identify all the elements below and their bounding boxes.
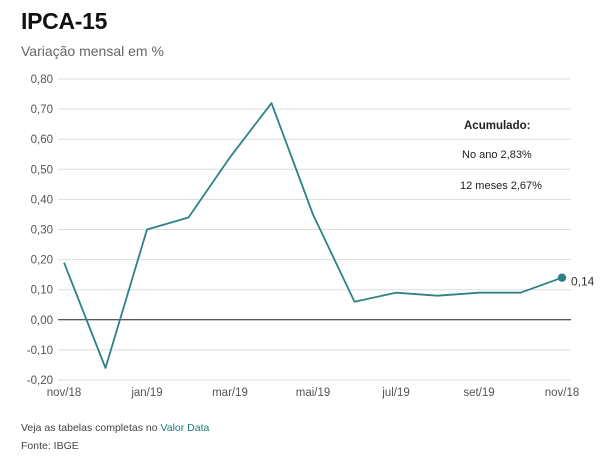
footer-note-text: Veja as tabelas completas no [21, 422, 161, 434]
y-axis-ticks: 0,80 0,70 0,60 0,50 0,40 0,30 0,20 0,10 0,00 -0,1… [27, 74, 53, 387]
footer-source: Fonte: IBGE [21, 440, 79, 452]
y-tick-label: 0,30 [31, 225, 53, 237]
y-tick-label: 0,00 [31, 315, 53, 327]
y-tick-label: 0,70 [31, 104, 53, 116]
x-tick-label: jan/19 [130, 387, 162, 399]
y-tick-label: 0,10 [31, 285, 53, 297]
x-axis-ticks: nov/18 jan/19 mar/19 mai/19 jul/19 set/19 nov/… [47, 387, 580, 399]
last-point-marker [557, 273, 567, 282]
accumulated-annotation: Acumulado: No ano 2,83% 12 meses 2,67% [460, 120, 542, 192]
annotation-heading: Acumulado: [464, 120, 530, 132]
x-tick-label: mar/19 [212, 387, 248, 399]
y-tick-label: 0,50 [31, 164, 53, 176]
series-ipca15: 0,14 [63, 102, 595, 369]
x-tick-label: set/19 [463, 387, 494, 399]
y-tick-label: 0,60 [31, 134, 53, 146]
x-tick-label: mai/19 [296, 387, 331, 399]
y-tick-label: -0,20 [27, 375, 53, 387]
series-line [63, 102, 563, 369]
x-tick-label: nov/18 [545, 387, 580, 399]
valor-data-link[interactable]: Valor Data [160, 422, 210, 434]
last-value-label: 0,14 [571, 275, 595, 289]
chart-title: IPCA-15 [21, 8, 108, 34]
y-tick-label: -0,10 [27, 345, 53, 357]
annotation-12-months: 12 meses 2,67% [460, 180, 542, 192]
annotation-year: No ano 2,83% [462, 149, 532, 161]
footer-note: Veja as tabelas completas no Valor Data [21, 422, 209, 434]
x-tick-label: jul/19 [381, 387, 410, 399]
chart-subtitle: Variação mensal em % [21, 43, 164, 59]
y-tick-label: 0,40 [31, 194, 53, 206]
x-tick-label: nov/18 [47, 387, 82, 399]
y-tick-label: 0,80 [31, 74, 53, 86]
y-tick-label: 0,20 [31, 255, 53, 267]
gridlines [58, 78, 571, 381]
